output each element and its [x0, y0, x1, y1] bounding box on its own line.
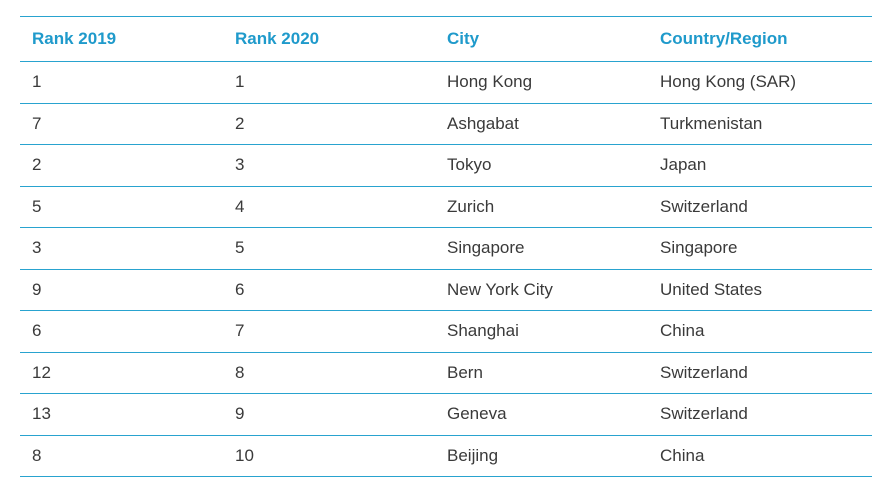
cell-country-region: Singapore [660, 238, 738, 258]
table-row: 13 9 Geneva Switzerland [20, 394, 872, 436]
table-row: 2 3 Tokyo Japan [20, 145, 872, 187]
cell-city: New York City [447, 279, 553, 299]
cell-country-region: Hong Kong (SAR) [660, 72, 797, 92]
header-city: City [447, 29, 480, 48]
cell-city: Zurich [447, 196, 495, 216]
cell-rank-2020: 1 [235, 72, 245, 92]
cell-rank-2020: 2 [235, 113, 245, 133]
cell-rank-2020: 6 [235, 279, 245, 299]
cell-rank-2020: 3 [235, 155, 245, 175]
table-row: 8 10 Beijing China [20, 436, 872, 477]
cell-rank-2020: 4 [235, 196, 245, 216]
cell-rank-2019: 7 [32, 113, 42, 133]
cell-country-region: Turkmenistan [660, 113, 763, 133]
table-row: 5 4 Zurich Switzerland [20, 187, 872, 228]
cell-country-region: China [660, 321, 705, 341]
header-rank-2020: Rank 2020 [235, 29, 320, 48]
cell-rank-2019: 13 [32, 404, 51, 424]
table-row: 12 8 Bern Switzerland [20, 353, 872, 394]
cell-rank-2019: 3 [32, 238, 42, 258]
cell-city: Geneva [447, 404, 507, 424]
table-row: 9 6 New York City United States [20, 270, 872, 311]
table-row: 6 7 Shanghai China [20, 311, 872, 353]
cell-rank-2020: 5 [235, 238, 245, 258]
cell-country-region: China [660, 445, 705, 465]
cell-rank-2020: 7 [235, 321, 245, 341]
city-ranking-table: Rank 2019 Rank 2020 City Country/Region … [20, 16, 872, 477]
cell-city: Singapore [447, 238, 525, 258]
cell-city: Hong Kong [447, 72, 533, 92]
cell-country-region: Switzerland [660, 362, 748, 382]
cell-city: Tokyo [447, 155, 492, 175]
table-row: 3 5 Singapore Singapore [20, 228, 872, 270]
cell-country-region: Japan [660, 155, 707, 175]
cell-rank-2019: 1 [32, 72, 42, 92]
cell-rank-2020: 9 [235, 404, 245, 424]
cell-rank-2020: 10 [235, 445, 254, 465]
cell-city: Shanghai [447, 321, 519, 341]
cell-rank-2019: 8 [32, 445, 42, 465]
cell-rank-2019: 5 [32, 196, 42, 216]
cell-rank-2019: 12 [32, 362, 51, 382]
cell-rank-2019: 6 [32, 321, 42, 341]
cell-city: Bern [447, 362, 483, 382]
cell-city: Ashgabat [447, 113, 519, 133]
header-rank-2019: Rank 2019 [32, 29, 117, 48]
cell-rank-2020: 8 [235, 362, 245, 382]
cell-country-region: United States [660, 279, 763, 299]
table-row: 7 2 Ashgabat Turkmenistan [20, 104, 872, 145]
cell-rank-2019: 9 [32, 279, 42, 299]
cell-city: Beijing [447, 445, 499, 465]
cell-country-region: Switzerland [660, 404, 748, 424]
header-country-region: Country/Region [660, 29, 788, 48]
table-header-row: Rank 2019 Rank 2020 City Country/Region [20, 17, 872, 62]
table-body: 1 1 Hong Kong Hong Kong (SAR) 7 2 Ashgabat Turk… [20, 62, 872, 477]
cell-rank-2019: 2 [32, 155, 42, 175]
table-row: 1 1 Hong Kong Hong Kong (SAR) [20, 62, 872, 104]
cell-country-region: Switzerland [660, 196, 748, 216]
